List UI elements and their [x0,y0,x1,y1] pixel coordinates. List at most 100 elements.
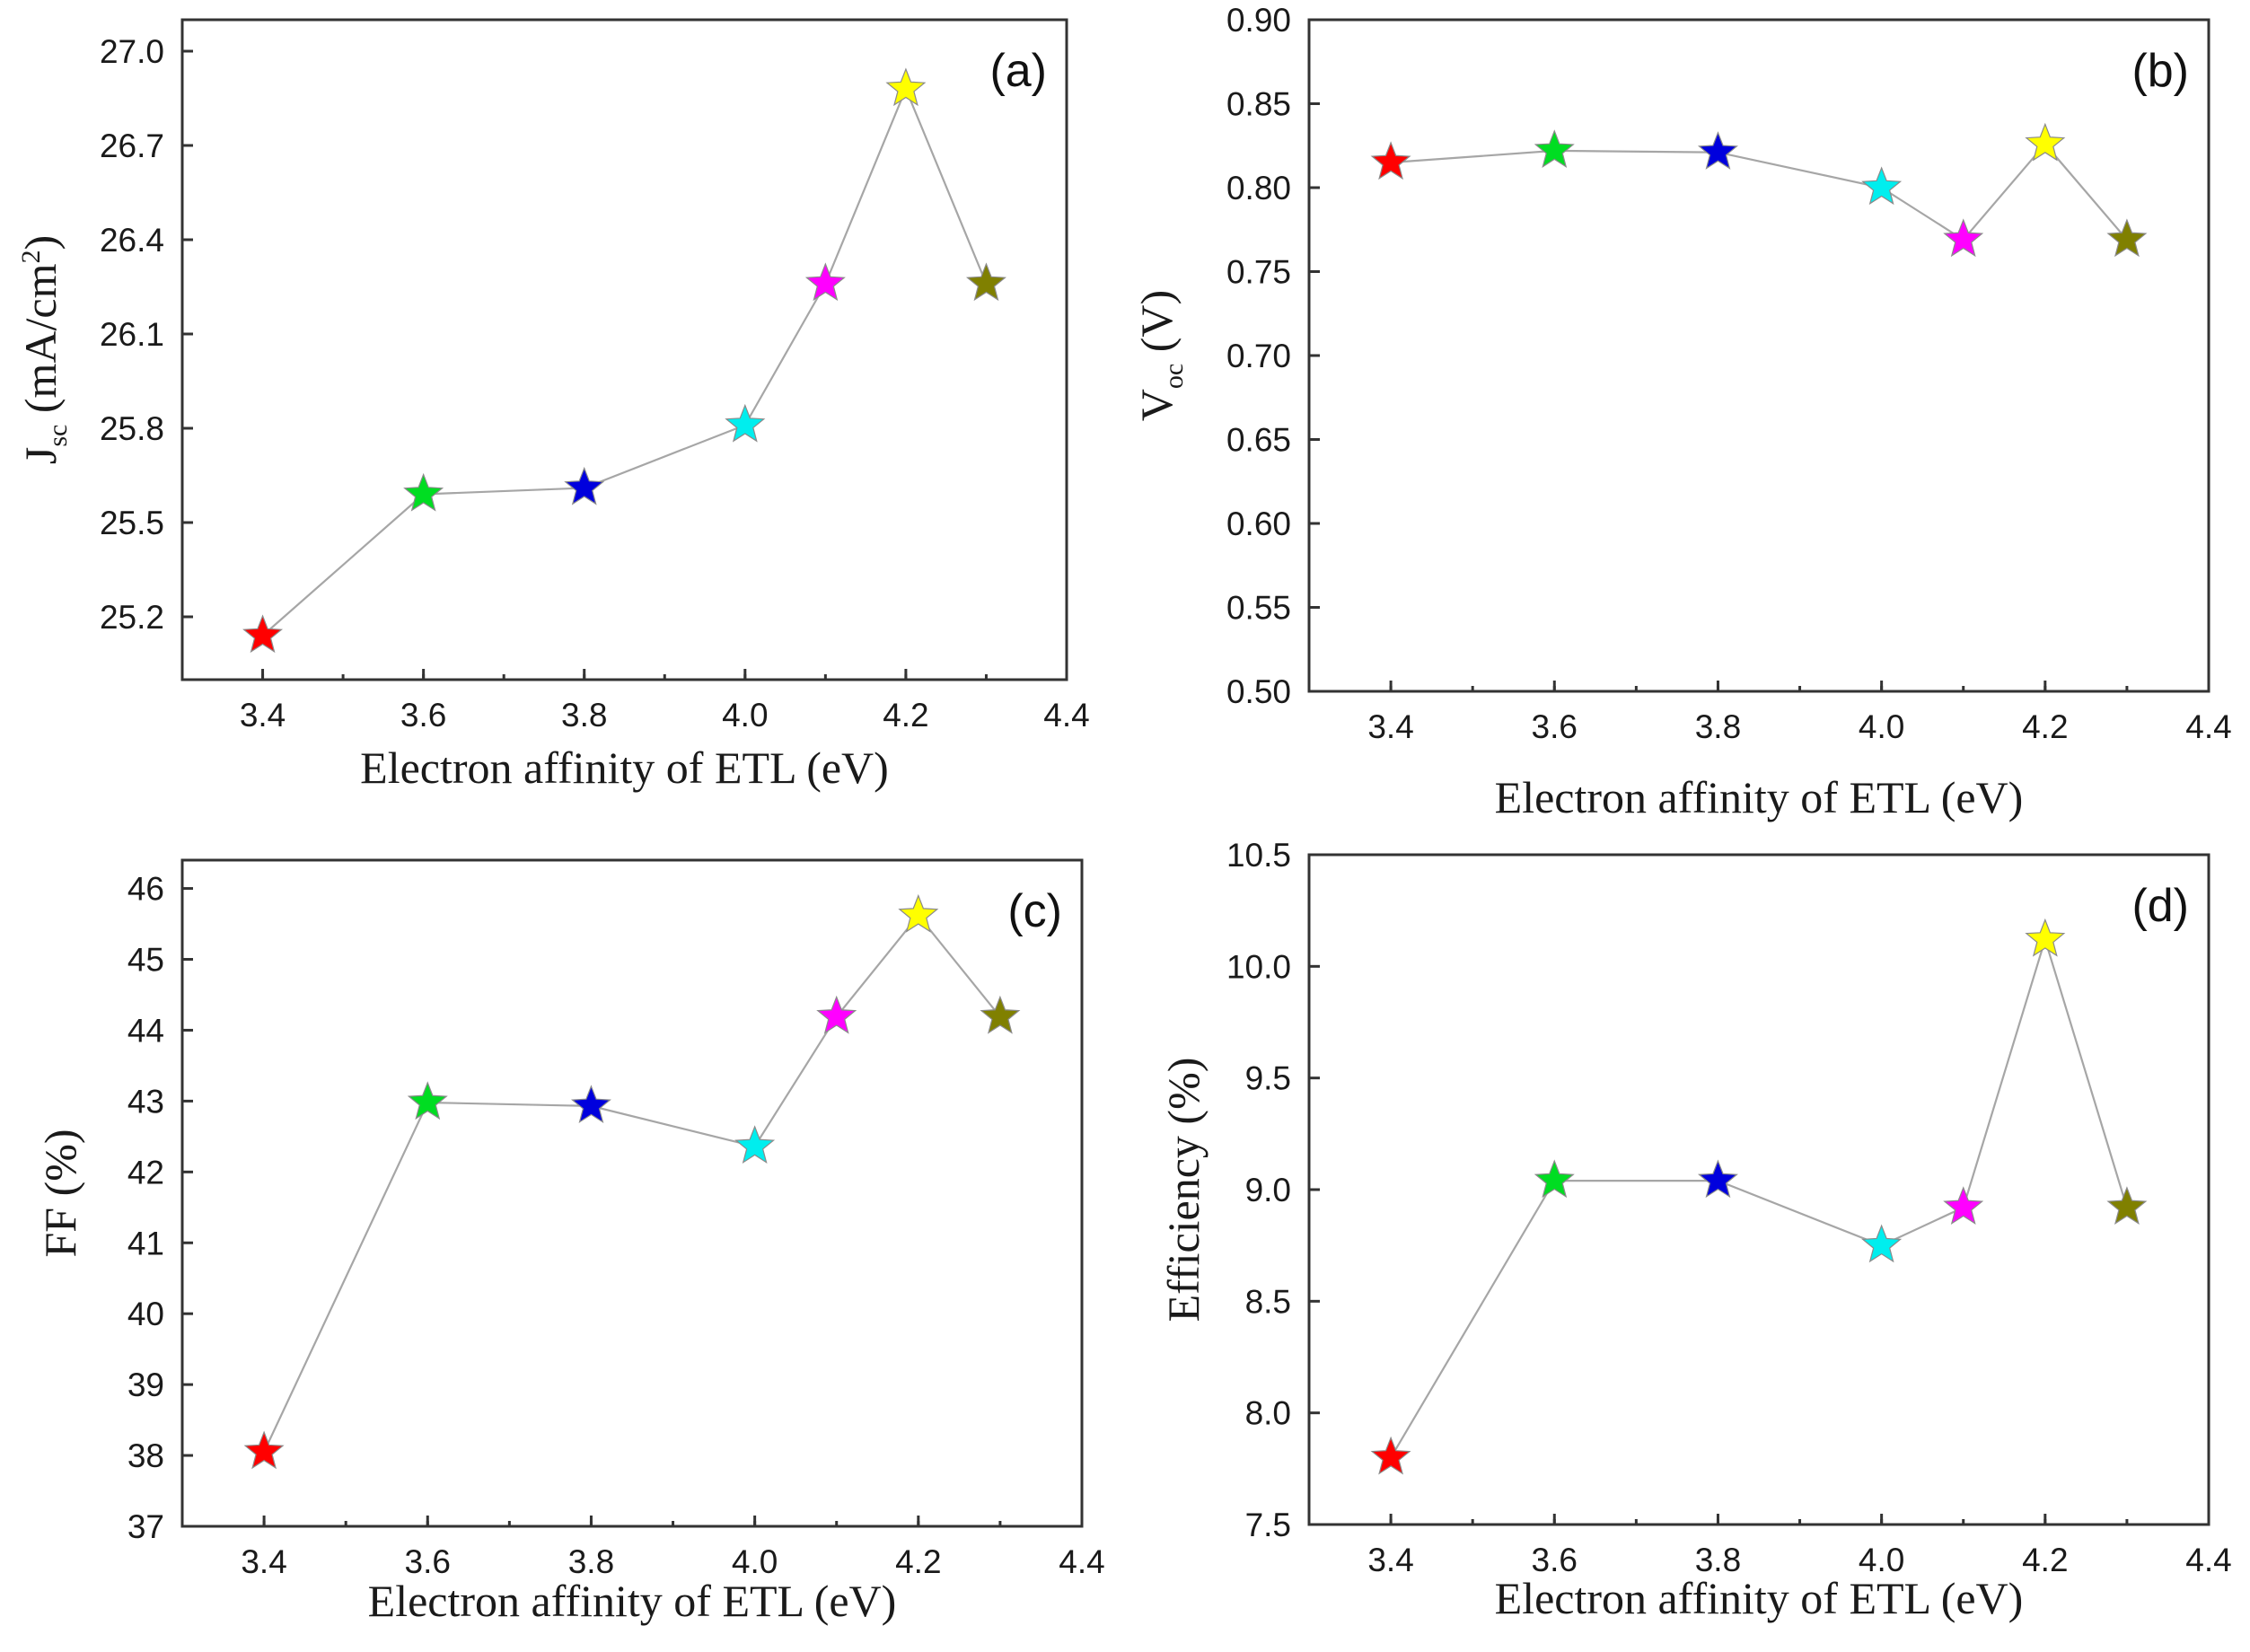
y-axis-title-main: V [1131,389,1182,421]
y-tick-label: 8.0 [1245,1395,1291,1432]
y-tick-label: 43 [127,1083,164,1120]
panel-label: (d) [2131,880,2189,932]
data-point-star-icon [1861,1224,1903,1263]
y-tick-label: 25.2 [100,599,164,636]
y-axis-title-main: Efficiency (%) [1158,1058,1208,1322]
data-point-star-icon [2106,218,2148,258]
panel-c: 3.4 3.6 3.8 4.0 4.2 4.4 37 38 39 40 41 42 43 44 45 46 El… [35,858,1105,1626]
y-tick-label: 27.0 [100,33,164,70]
data-point-star-icon [734,1125,776,1164]
x-tick-label: 4.0 [1859,1542,1904,1578]
data-point-star-icon [2106,1186,2148,1226]
y-axis-title-unit: (V) [1131,290,1182,364]
data-point-star-icon [965,262,1006,302]
data-point-star-icon [570,1085,611,1124]
panel-label: (b) [2131,45,2189,97]
data-point-star-icon [898,893,939,933]
x-tick-label: 3.4 [240,697,286,734]
y-tick-label: 0.80 [1226,170,1291,206]
y-tick-label: 0.85 [1226,86,1291,123]
y-tick-label: 26.4 [100,222,164,259]
data-point-star-icon [1861,166,1903,206]
y-tick-label: 9.5 [1245,1060,1291,1097]
x-tick-label: 3.8 [1695,708,1741,745]
y-tick-label: 0.50 [1226,673,1291,710]
data-point-star-icon [403,472,444,512]
y-tick-label: 0.70 [1226,338,1291,374]
y-tick-label: 25.5 [100,505,164,541]
x-tick-label: 4.4 [1059,1543,1104,1580]
x-tick-label: 4.4 [2185,1542,2231,1578]
x-tick-label: 3.6 [400,697,446,734]
x-tick-label: 3.8 [561,697,607,734]
y-tick-label: 41 [127,1225,164,1261]
y-tick-label: 38 [127,1437,164,1474]
x-tick-label: 3.6 [1532,1542,1578,1578]
data-point-star-icon [564,466,605,505]
data-point-star-icon [804,262,846,302]
panel-b: 3.4 3.6 3.8 4.0 4.2 4.4 0.50 0.55 0.60 0.65 0.70 0.… [1131,2,2232,822]
y-axis-title-unit: (mA/cm [15,263,66,424]
x-tick-label: 4.0 [732,1543,778,1580]
data-point-star-icon [1370,1436,1411,1475]
y-tick-label: 0.55 [1226,590,1291,627]
plot-frame [180,18,1068,681]
y-tick-label: 9.0 [1245,1172,1291,1208]
data-point-star-icon [1697,1159,1738,1199]
panel-a: 3.4 3.6 3.8 4.0 4.2 4.4 25.2 25.5 25.8 26.1 26.4 26… [15,18,1090,793]
x-axis-title: Electron affinity of ETL (eV) [1495,1573,2024,1623]
x-tick-label: 4.2 [2022,1542,2068,1578]
y-tick-label: 44 [127,1012,164,1049]
data-point-star-icon [2025,918,2066,957]
y-tick-label: 46 [127,871,164,908]
series-line [1390,936,2128,1458]
x-tick-label: 4.4 [1043,697,1089,734]
data-point-star-icon [1943,1186,1984,1226]
data-point-star-icon [1943,218,1984,258]
y-tick-label: 0.60 [1226,505,1291,542]
y-tick-label: 26.7 [100,127,164,164]
x-tick-label: 4.2 [895,1543,941,1580]
y-tick-label: 0.65 [1226,422,1291,459]
y-tick-label: 7.5 [1245,1507,1291,1543]
data-point-star-icon [980,995,1021,1034]
x-tick-label: 3.6 [1532,708,1578,745]
plot-frame [1307,853,2210,1526]
data-point-star-icon [242,614,284,654]
y-tick-label: 37 [127,1508,164,1545]
x-tick-label: 4.0 [1859,708,1904,745]
x-axis-title: Electron affinity of ETL (eV) [360,743,889,793]
data-point-star-icon [1697,131,1738,170]
data-point-star-icon [1534,129,1575,168]
y-axis-title-main: J [15,447,66,464]
data-point-star-icon [1534,1159,1575,1199]
series-line [263,913,1001,1453]
y-tick-label: 45 [127,942,164,979]
data-point-star-icon [885,67,927,107]
y-tick-label: 0.90 [1226,2,1291,39]
series-line [1391,142,2128,242]
data-point-star-icon [243,1430,285,1470]
panel-label: (a) [989,45,1047,97]
x-tick-label: 4.2 [883,697,928,734]
y-tick-label: 0.75 [1226,254,1291,291]
y-axis-title-sup: 2 [16,250,46,264]
panel-d: 3.4 3.6 3.8 4.0 4.2 4.4 7.5 8.0 8.5 9.0 9.5 10.0 10.… [1158,837,2232,1623]
x-tick-label: 4.4 [2185,708,2231,745]
x-tick-label: 3.4 [1367,708,1413,745]
x-tick-label: 3.8 [568,1543,614,1580]
y-tick-label: 25.8 [100,410,164,447]
y-axis-title-sub: oc [1159,364,1189,389]
y-tick-label: 10.5 [1226,837,1291,874]
y-tick-label: 42 [127,1154,164,1191]
y-axis-title: Voc (V) [1131,290,1189,421]
series-line [261,86,988,637]
plot-frame [180,858,1084,1528]
y-tick-label: 26.1 [100,316,164,353]
y-axis-title: Jsc (mA/cm2) [15,235,73,464]
y-axis-title-sub: sc [43,425,73,447]
y-axis-title: Efficiency (%) [1158,1058,1208,1322]
y-tick-label: 40 [127,1296,164,1332]
x-tick-label: 3.6 [405,1543,451,1580]
